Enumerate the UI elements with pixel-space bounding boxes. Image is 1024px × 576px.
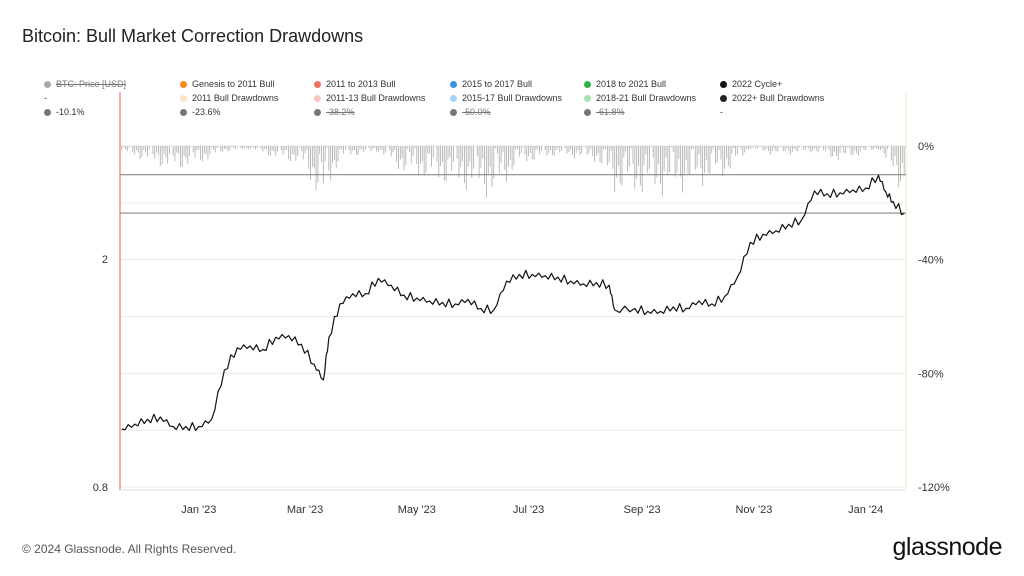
legend-swatch	[180, 108, 187, 116]
legend-item[interactable]: -61.8%	[584, 107, 625, 117]
legend-item[interactable]: 2011 Bull Drawdowns	[180, 93, 278, 103]
legend-item[interactable]: 2015 to 2017 Bull	[450, 79, 532, 89]
legend: BTC: Price [USD] Genesis to 2011 Bull 2011…	[0, 0, 1024, 130]
legend-swatch	[584, 80, 591, 88]
legend-label: -	[720, 107, 723, 117]
x-tick-label: Sep '23	[624, 504, 661, 516]
x-tick-label: Jan '24	[848, 504, 883, 516]
legend-swatch	[450, 108, 457, 116]
legend-label: 2011-13 Bull Drawdowns	[326, 93, 426, 103]
x-tick-label: May '23	[398, 504, 436, 516]
legend-label: 2015 to 2017 Bull	[462, 79, 533, 89]
legend-item[interactable]: 2022+ Bull Drawdowns	[720, 93, 824, 103]
legend-item[interactable]: -	[720, 107, 723, 117]
legend-swatch	[180, 94, 187, 102]
y-right-tick-label: -80%	[918, 368, 944, 380]
legend-swatch	[720, 94, 727, 102]
legend-label: 2022+ Bull Drawdowns	[732, 93, 825, 103]
y-left-tick-label: 0.8	[93, 482, 108, 494]
legend-label: 2022 Cycle+	[732, 79, 783, 89]
legend-swatch	[584, 108, 591, 116]
legend-item[interactable]: -38.2%	[314, 107, 355, 117]
x-tick-label: Mar '23	[287, 504, 323, 516]
legend-label: -50.0%	[462, 107, 491, 117]
y-right-tick-label: -40%	[918, 255, 944, 267]
legend-label: 2011 Bull Drawdowns	[192, 93, 279, 103]
legend-swatch	[584, 94, 591, 102]
y-right-tick-label: -120%	[918, 482, 950, 494]
legend-swatch	[44, 80, 51, 88]
legend-swatch	[314, 94, 321, 102]
legend-item[interactable]: Genesis to 2011 Bull	[180, 79, 274, 89]
legend-item[interactable]: 2011 to 2013 Bull	[314, 79, 395, 89]
brand-logo: glassnode	[892, 533, 1003, 561]
legend-label: -38.2%	[326, 107, 355, 117]
price-series-line	[121, 174, 905, 432]
legend-label: -10.1%	[56, 107, 85, 117]
legend-label: -	[44, 93, 47, 103]
y-right-tick-label: 0%	[918, 141, 934, 153]
legend-item[interactable]: 2018 to 2021 Bull	[584, 79, 666, 89]
legend-label: 2015-17 Bull Drawdowns	[462, 93, 563, 103]
legend-label: 2011 to 2013 Bull	[326, 79, 396, 89]
legend-swatch	[450, 94, 457, 102]
copyright-footer: © 2024 Glassnode. All Rights Reserved.	[22, 542, 237, 556]
legend-item[interactable]: 2022 Cycle+	[720, 79, 782, 89]
x-tick-label: Nov '23	[735, 504, 772, 516]
legend-item[interactable]: -23.6%	[180, 107, 221, 117]
x-tick-label: Jan '23	[181, 504, 216, 516]
legend-label: 2018 to 2021 Bull	[596, 79, 667, 89]
x-tick-label: Jul '23	[513, 504, 544, 516]
legend-label: Genesis to 2011 Bull	[192, 79, 275, 89]
chart-title: Bitcoin: Bull Market Correction Drawdown…	[22, 26, 364, 46]
legend-label: -23.6%	[192, 107, 221, 117]
legend-label: -61.8%	[596, 107, 625, 117]
legend-item[interactable]: -	[44, 93, 47, 103]
legend-item[interactable]: BTC: Price [USD]	[44, 79, 126, 89]
legend-label: BTC: Price [USD]	[56, 79, 127, 89]
legend-item[interactable]: 2011-13 Bull Drawdowns	[314, 93, 425, 103]
legend-swatch	[314, 108, 321, 116]
legend-label: 2018-21 Bull Drawdowns	[596, 93, 697, 103]
legend-item[interactable]: 2018-21 Bull Drawdowns	[584, 93, 696, 103]
legend-swatch	[450, 80, 457, 88]
y-left-tick-label: 2	[102, 254, 108, 266]
legend-swatch	[44, 108, 51, 116]
legend-swatch	[314, 80, 321, 88]
legend-item[interactable]: -10.1%	[44, 107, 85, 117]
legend-swatch	[720, 80, 727, 88]
legend-item[interactable]: -50.0%	[450, 107, 491, 117]
legend-swatch	[180, 80, 187, 88]
legend-item[interactable]: 2015-17 Bull Drawdowns	[450, 93, 562, 103]
